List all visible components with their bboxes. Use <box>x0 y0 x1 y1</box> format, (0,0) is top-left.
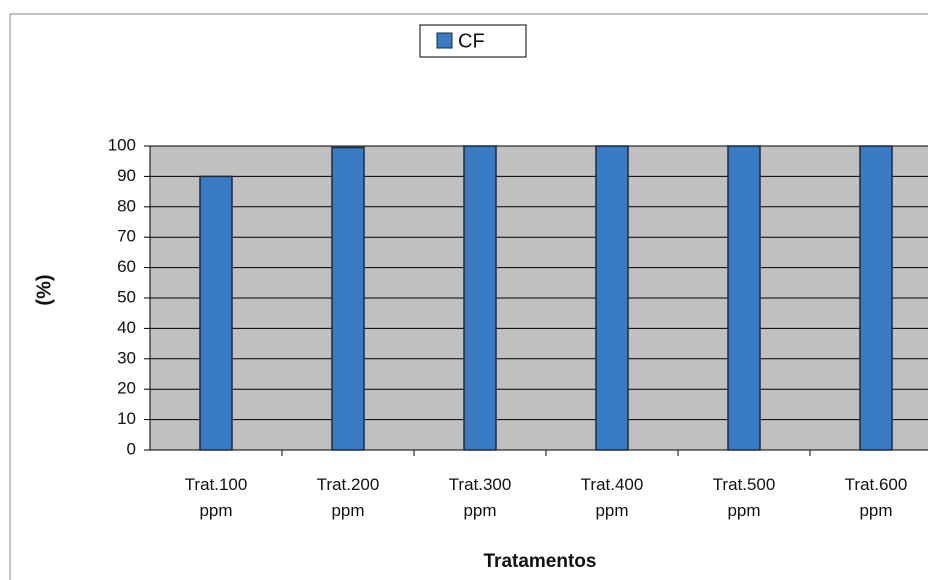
y-tick-label: 90 <box>117 166 136 185</box>
bar <box>199 175 233 451</box>
y-tick-label: 70 <box>117 227 136 246</box>
bar <box>331 146 365 451</box>
x-tick-label: Trat.100 ppm <box>184 475 248 520</box>
legend-label: CF <box>458 30 485 52</box>
legend-swatch <box>436 32 453 49</box>
bar <box>463 145 497 451</box>
y-tick-label: 30 <box>117 348 136 367</box>
y-tick-label: 10 <box>117 409 136 428</box>
y-tick-label: 60 <box>117 257 136 276</box>
y-tick-label: 50 <box>117 287 136 306</box>
y-tick-label: 20 <box>117 379 136 398</box>
y-tick-label: 40 <box>117 318 136 337</box>
y-tick-label: 0 <box>127 439 136 458</box>
y-axis-title: (%) <box>33 274 55 305</box>
x-tick-label: Trat.200 ppm <box>316 475 380 520</box>
bar <box>859 145 893 451</box>
x-tick-label: Trat.500 ppm <box>712 475 776 520</box>
x-tick-label: Trat.400 ppm <box>580 475 644 520</box>
bar <box>595 145 629 451</box>
y-tick-label: 80 <box>117 196 136 215</box>
x-axis-title: Tratamentos <box>484 551 597 572</box>
bar <box>727 145 761 451</box>
x-tick-label: Trat.300 ppm <box>448 475 512 520</box>
x-tick-label: Trat.600 ppm <box>844 475 908 520</box>
y-tick-label: 100 <box>108 135 136 154</box>
